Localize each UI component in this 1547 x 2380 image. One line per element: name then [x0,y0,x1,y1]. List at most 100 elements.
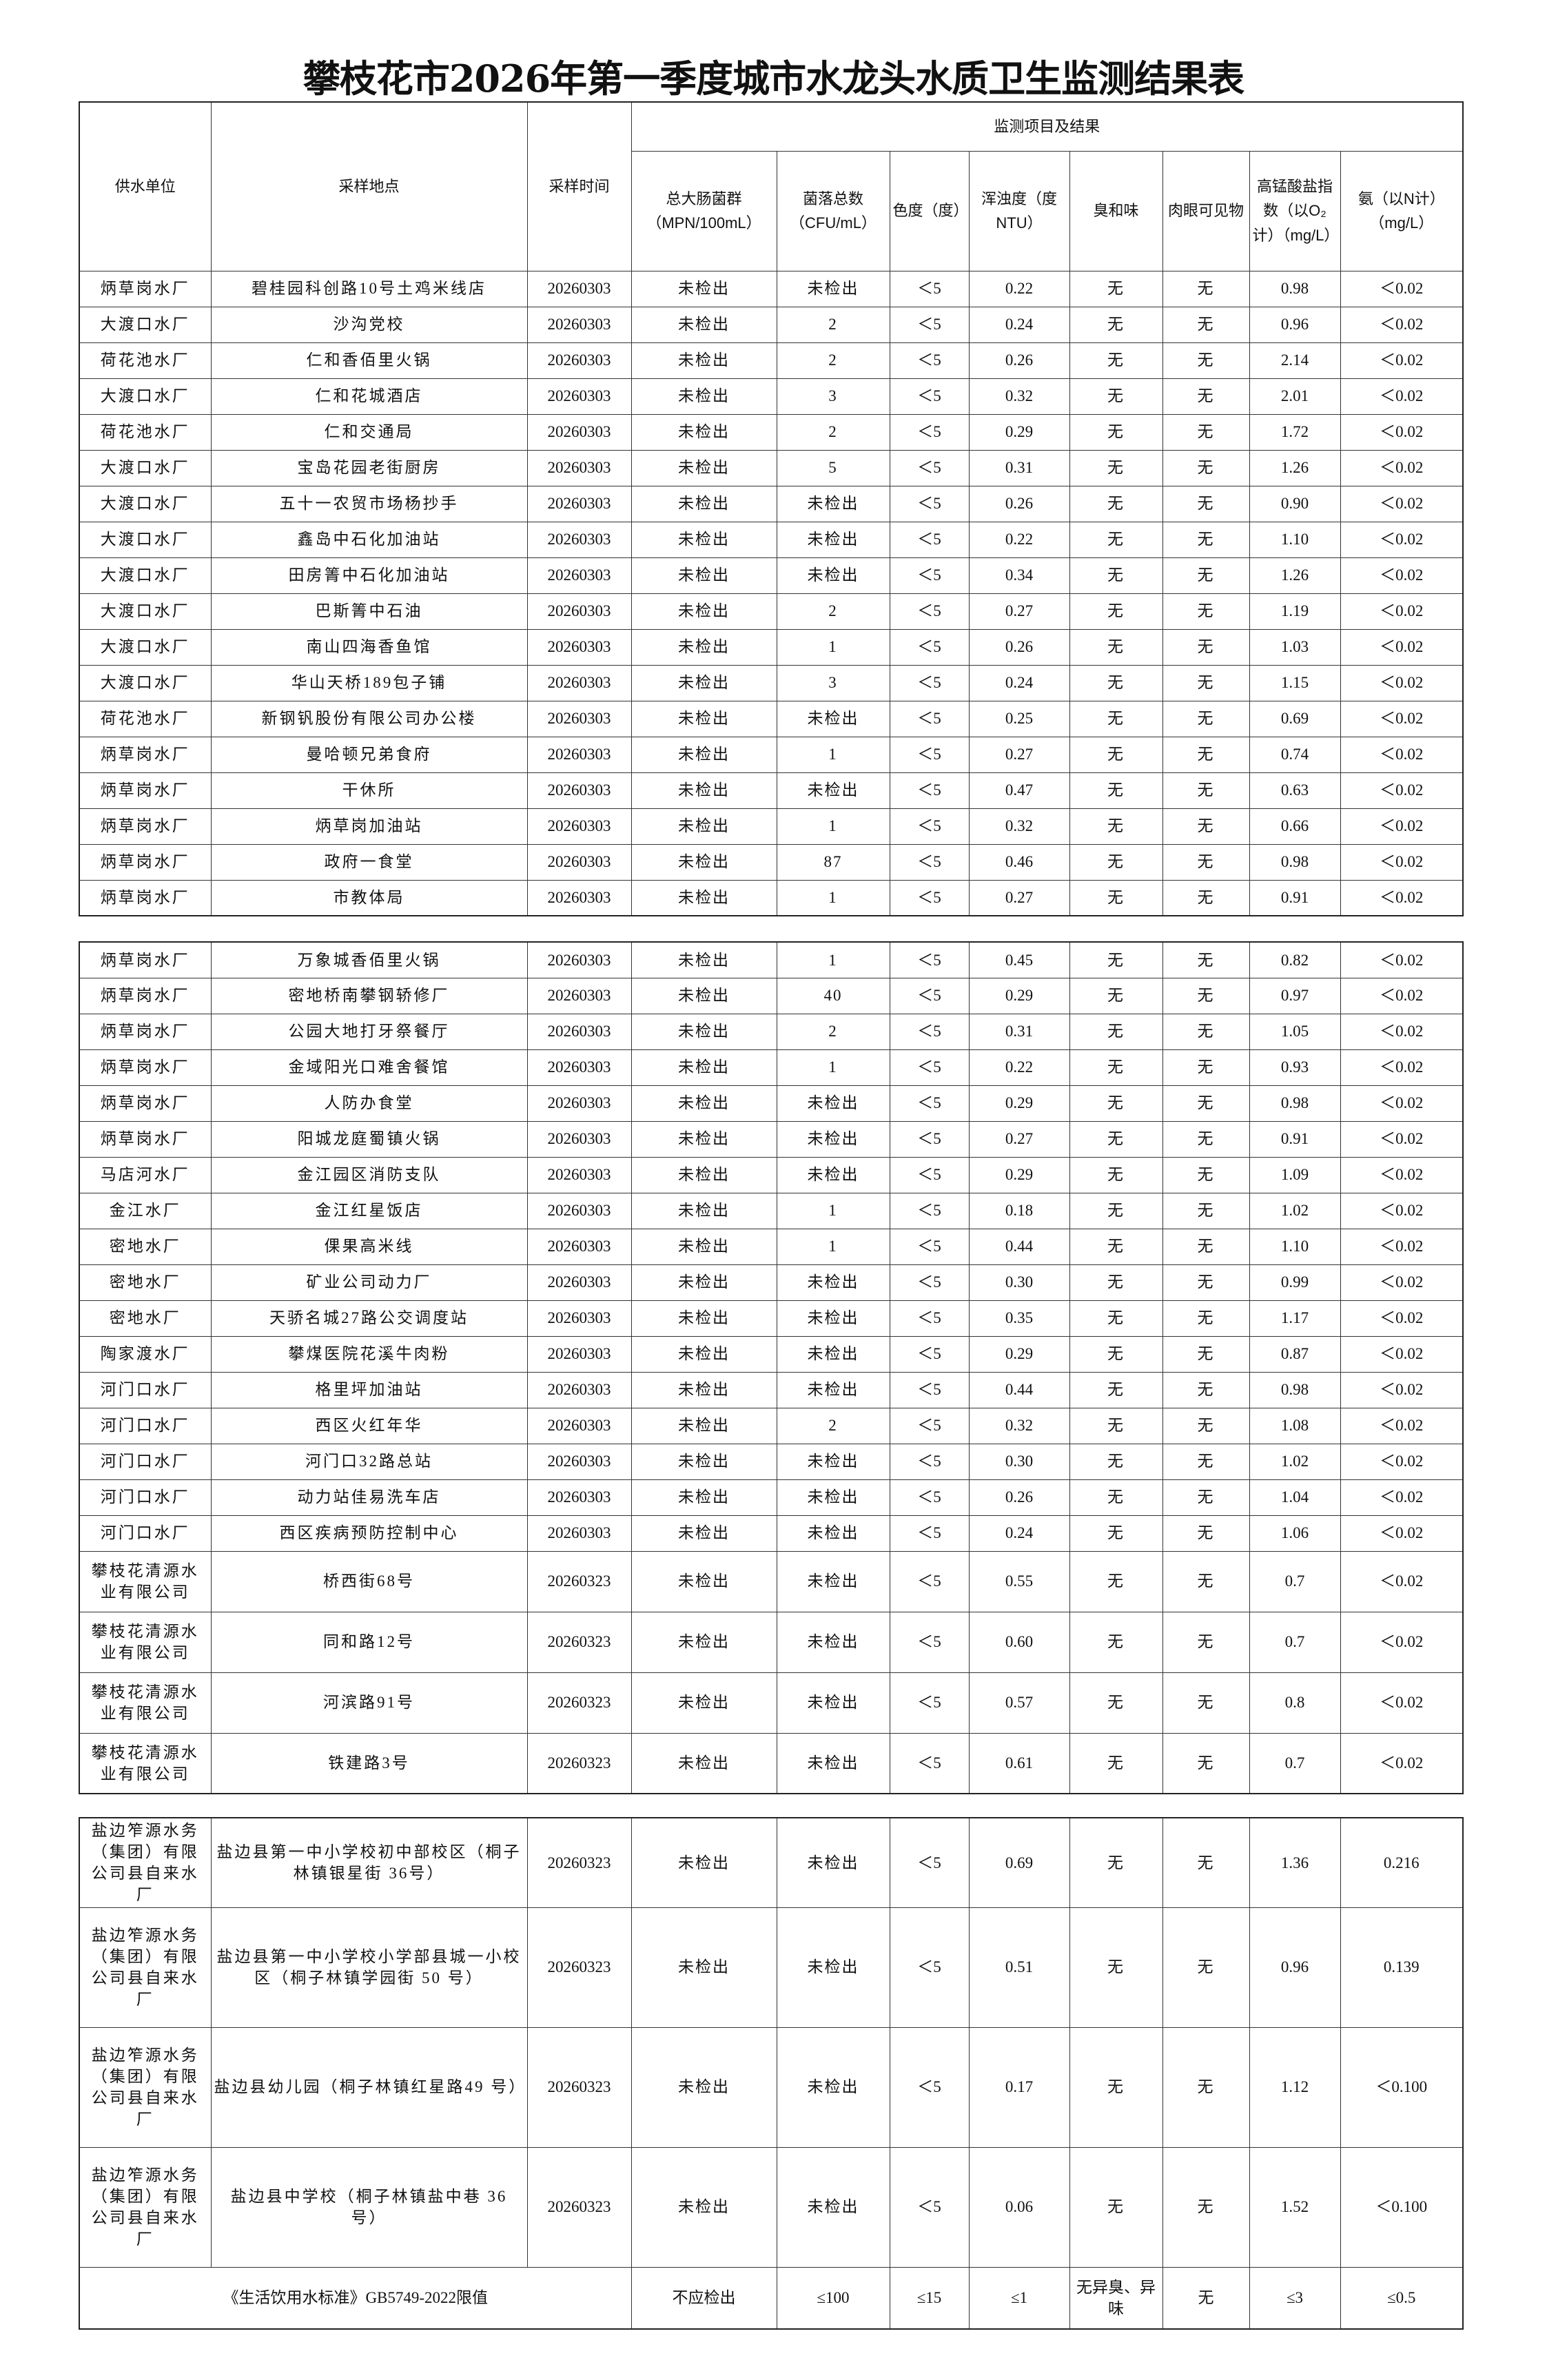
page-title: 攀枝花市2026年第一季度城市水龙头水质卫生监测结果表 [303,57,1244,101]
results-table-section-3: 盐边笮源水务（集团）有限公司县自来水厂 盐边县第一中小学校初中部校区（桐子林镇银星… [79,1817,1464,2330]
cell-location: 河门口32路总站 [210,1443,528,1480]
cell-color: ＜5 [889,1817,970,1908]
cell-coliform: 未检出 [631,977,777,1014]
cell-color: ＜5 [889,736,970,773]
cell-coliform: 未检出 [631,270,777,307]
cell-permanganate: 0.98 [1249,270,1341,307]
cell-permanganate: 0.96 [1249,306,1341,343]
cell-turbidity: 0.22 [968,270,1070,307]
cell-color: ＜5 [889,1085,970,1122]
cell-ammonia: ＜0.02 [1340,1264,1464,1301]
cell-supplier: 河门口水厂 [79,1515,212,1552]
cell-odor: 无 [1069,1192,1163,1229]
cell-coliform: 未检出 [631,1407,777,1444]
cell-permanganate: 0.91 [1249,1120,1341,1158]
cell-colony: 未检出 [776,1515,890,1552]
cell-turbidity: 0.18 [968,1192,1070,1229]
cell-ammonia: ＜0.100 [1340,2027,1464,2148]
cell-turbidity: 0.51 [968,1907,1070,2028]
cell-colony: 未检出 [776,1120,890,1158]
cell-permanganate: 0.98 [1249,1371,1341,1408]
cell-location: 矿业公司动力厂 [210,1264,528,1301]
cell-supplier: 大渡口水厂 [79,664,212,701]
table-row: 盐边笮源水务（集团）有限公司县自来水厂 盐边县第一中小学校小学部县城一小校区（桐子… [79,1907,1464,2028]
cell-visible: 无 [1162,700,1250,737]
cell-location: 人防办食堂 [210,1085,528,1122]
header-date: 采样时间 [526,101,632,271]
cell-supplier: 盐边笮源水务（集团）有限公司县自来水厂 [79,2146,212,2268]
cell-visible: 无 [1162,413,1250,451]
cell-date: 20260303 [526,1085,632,1122]
standard-label: 《生活饮用水标准》GB5749-2022限值 [79,2266,632,2330]
cell-color: ＜5 [889,270,970,307]
cell-colony: 1 [776,1228,890,1265]
cell-coliform: 未检出 [631,1907,777,2028]
cell-supplier: 大渡口水厂 [79,628,212,666]
cell-colony: 1 [776,879,890,916]
cell-permanganate: 0.97 [1249,977,1341,1014]
cell-visible: 无 [1162,1907,1250,2028]
cell-ammonia: ＜0.02 [1340,1085,1464,1122]
cell-location: 政府一食堂 [210,843,528,881]
cell-ammonia: ＜0.02 [1340,342,1464,379]
cell-colony: 未检出 [776,1479,890,1516]
cell-date: 20260303 [526,1335,632,1373]
cell-turbidity: 0.24 [968,306,1070,343]
cell-odor: 无 [1069,1120,1163,1158]
cell-color: ＜5 [889,557,970,594]
cell-visible: 无 [1162,1515,1250,1552]
cell-permanganate: 0.98 [1249,843,1341,881]
cell-turbidity: 0.29 [968,413,1070,451]
cell-supplier: 马店河水厂 [79,1156,212,1193]
cell-permanganate: 1.10 [1249,1228,1341,1265]
cell-turbidity: 0.27 [968,1120,1070,1158]
cell-color: ＜5 [889,449,970,486]
cell-date: 20260303 [526,1228,632,1265]
cell-visible: 无 [1162,1732,1250,1794]
cell-colony: 未检出 [776,1264,890,1301]
cell-odor: 无 [1069,1049,1163,1086]
cell-location: 桥西街68号 [210,1550,528,1612]
cell-colony: 1 [776,1192,890,1229]
cell-colony: 2 [776,342,890,379]
cell-location: 盐边县第一中小学校小学部县城一小校区（桐子林镇学园街 50 号） [210,1907,528,2028]
cell-turbidity: 0.61 [968,1732,1070,1794]
cell-color: ＜5 [889,378,970,415]
cell-location: 五十一农贸市场杨抄手 [210,485,528,522]
table-row: 攀枝花清源水业有限公司 同和路12号 20260323 未检出 未检出 ＜5 0.60 无无 0… [79,1611,1464,1673]
cell-visible: 无 [1162,843,1250,881]
cell-coliform: 未检出 [631,941,777,978]
cell-turbidity: 0.26 [968,1479,1070,1516]
cell-coliform: 未检出 [631,1264,777,1301]
cell-turbidity: 0.29 [968,1335,1070,1373]
cell-turbidity: 0.30 [968,1443,1070,1480]
cell-date: 20260323 [526,2146,632,2268]
cell-location: 倮果高米线 [210,1228,528,1265]
cell-visible: 无 [1162,1013,1250,1050]
cell-color: ＜5 [889,772,970,809]
cell-colony: 未检出 [776,1907,890,2028]
cell-colony: 2 [776,593,890,630]
cell-odor: 无 [1069,1550,1163,1612]
cell-ammonia: ＜0.02 [1340,1407,1464,1444]
cell-visible: 无 [1162,1371,1250,1408]
header-turbidity: 浑浊度（度NTU） [968,150,1070,271]
cell-permanganate: 1.10 [1249,521,1341,558]
cell-turbidity: 0.35 [968,1300,1070,1337]
cell-color: ＜5 [889,2146,970,2268]
cell-date: 20260303 [526,1156,632,1193]
cell-colony: 1 [776,1049,890,1086]
cell-coliform: 未检出 [631,664,777,701]
cell-location: 金域阳光口难舍餐馆 [210,1049,528,1086]
table-row: 河门口水厂 西区疾病预防控制中心 20260303 未检出 未检出 ＜5 0.24 无无 1.0… [79,1515,1464,1552]
cell-supplier: 陶家渡水厂 [79,1335,212,1373]
cell-permanganate: 1.12 [1249,2027,1341,2148]
cell-colony: 未检出 [776,700,890,737]
cell-supplier: 荷花池水厂 [79,413,212,451]
cell-turbidity: 0.26 [968,485,1070,522]
cell-location: 干休所 [210,772,528,809]
cell-location: 宝岛花园老街厨房 [210,449,528,486]
cell-coliform: 未检出 [631,1335,777,1373]
cell-date: 20260323 [526,1672,632,1734]
cell-date: 20260303 [526,772,632,809]
